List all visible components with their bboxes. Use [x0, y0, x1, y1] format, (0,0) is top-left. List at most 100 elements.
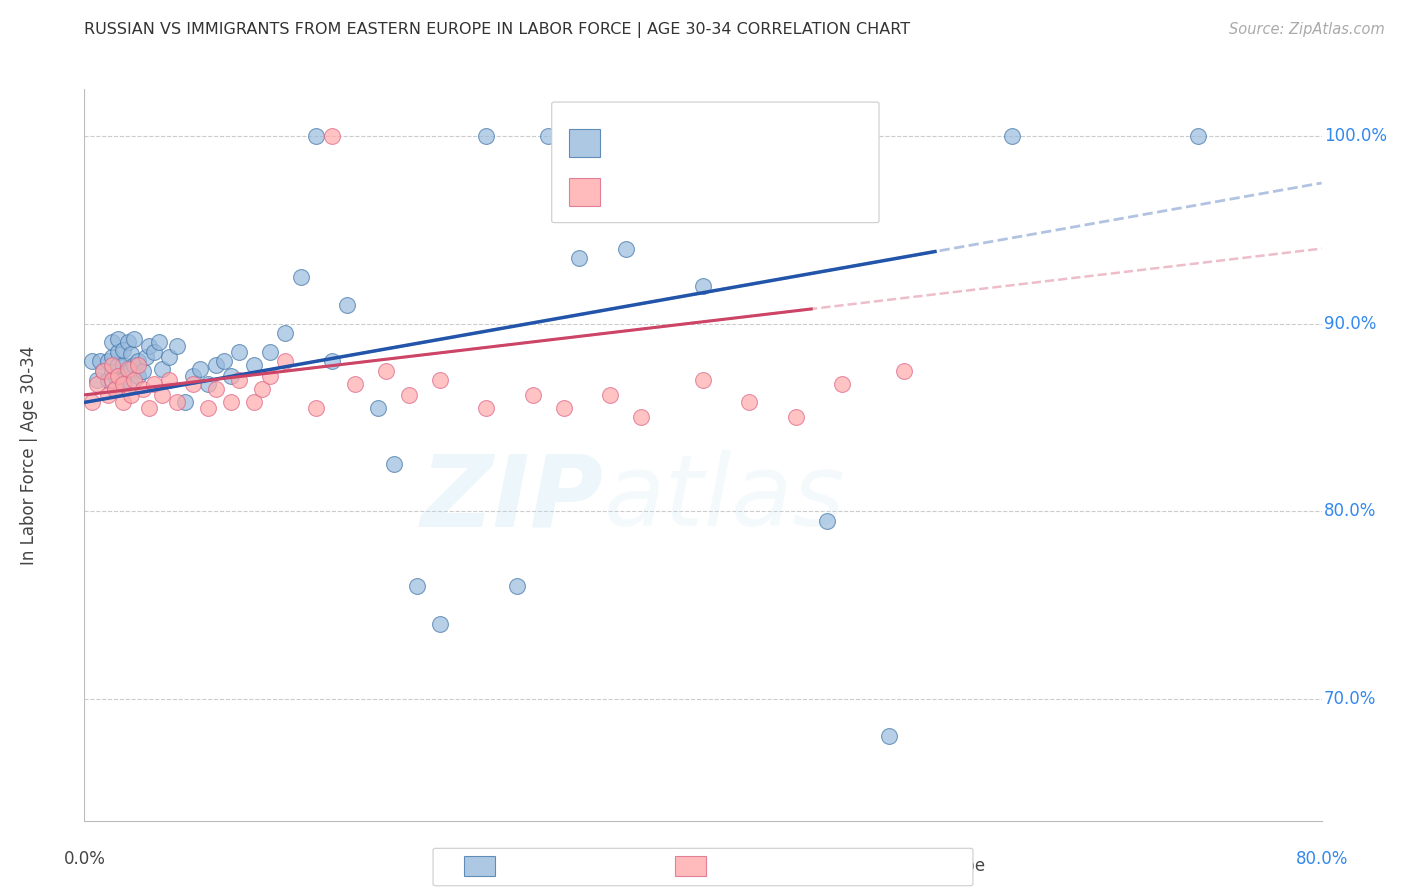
Point: [553, 401, 575, 415]
Point: [599, 388, 621, 402]
Text: 0.0%: 0.0%: [63, 850, 105, 868]
Point: [785, 410, 807, 425]
Point: [120, 346, 142, 360]
Point: [405, 579, 427, 593]
Point: [132, 363, 155, 377]
Text: 80.0%: 80.0%: [1295, 850, 1348, 868]
Point: [228, 344, 250, 359]
Text: 80.0%: 80.0%: [1324, 502, 1376, 520]
Point: [107, 369, 129, 384]
Text: R = 0.342   N = 45: R = 0.342 N = 45: [610, 183, 796, 201]
Point: [150, 361, 173, 376]
Point: [101, 335, 124, 350]
Point: [104, 382, 127, 396]
Point: [127, 369, 149, 384]
Point: [107, 358, 129, 372]
Point: [205, 382, 228, 396]
Point: [197, 401, 219, 415]
Point: [205, 358, 228, 372]
Point: [120, 376, 142, 391]
Point: [877, 729, 900, 743]
Point: [120, 361, 142, 376]
Point: [1187, 129, 1209, 144]
Point: [181, 376, 204, 391]
Point: [219, 395, 242, 409]
Point: [274, 354, 297, 368]
Point: [101, 358, 124, 372]
Point: [630, 410, 652, 425]
Point: [96, 354, 118, 368]
Point: [305, 401, 328, 415]
Point: [104, 369, 127, 384]
Point: [398, 388, 420, 402]
Point: [107, 332, 129, 346]
Point: [143, 376, 166, 391]
Point: [117, 363, 139, 377]
Point: [815, 514, 838, 528]
Point: [475, 401, 498, 415]
Text: 70.0%: 70.0%: [1324, 690, 1376, 707]
Point: [1001, 129, 1024, 144]
Point: [212, 354, 235, 368]
Text: Source: ZipAtlas.com: Source: ZipAtlas.com: [1229, 22, 1385, 37]
Point: [86, 376, 108, 391]
Point: [429, 373, 451, 387]
Point: [738, 129, 761, 144]
Point: [336, 298, 359, 312]
Point: [138, 401, 160, 415]
Point: [166, 339, 188, 353]
Point: [101, 373, 124, 387]
Point: [101, 363, 124, 377]
Point: [250, 382, 273, 396]
Point: [112, 343, 135, 357]
Point: [321, 354, 343, 368]
Point: [831, 376, 853, 391]
Point: [117, 361, 139, 376]
Point: [127, 354, 149, 368]
Point: [374, 363, 398, 377]
Point: [197, 376, 219, 391]
Point: [166, 395, 188, 409]
Point: [112, 373, 135, 387]
Point: [150, 388, 173, 402]
Point: [522, 388, 544, 402]
Point: [104, 382, 127, 396]
Point: [893, 363, 915, 377]
Text: atlas: atlas: [605, 450, 845, 548]
Point: [91, 363, 114, 377]
Point: [506, 579, 529, 593]
Point: [614, 242, 637, 256]
Point: [132, 382, 155, 396]
Point: [127, 358, 149, 372]
Point: [382, 458, 405, 472]
Point: [143, 344, 166, 359]
Point: [243, 358, 266, 372]
Text: Russians: Russians: [503, 857, 576, 875]
Point: [645, 129, 668, 144]
Text: R = 0.511   N = 65: R = 0.511 N = 65: [610, 134, 796, 152]
Point: [112, 358, 135, 372]
Point: [112, 395, 135, 409]
Point: [91, 363, 114, 377]
Point: [122, 373, 145, 387]
Point: [475, 129, 498, 144]
Point: [568, 251, 591, 265]
Point: [181, 369, 204, 384]
Point: [228, 373, 250, 387]
Text: 90.0%: 90.0%: [1324, 315, 1376, 333]
Point: [135, 351, 157, 365]
Point: [107, 344, 129, 359]
Point: [159, 373, 180, 387]
Point: [321, 129, 343, 144]
Point: [692, 373, 714, 387]
Text: 100.0%: 100.0%: [1324, 127, 1388, 145]
Point: [537, 129, 560, 144]
Point: [219, 369, 242, 384]
Point: [259, 369, 281, 384]
Point: [367, 401, 389, 415]
Point: [122, 332, 145, 346]
Point: [429, 616, 451, 631]
Text: In Labor Force | Age 30-34: In Labor Force | Age 30-34: [20, 345, 38, 565]
Point: [174, 395, 197, 409]
Point: [101, 351, 124, 365]
